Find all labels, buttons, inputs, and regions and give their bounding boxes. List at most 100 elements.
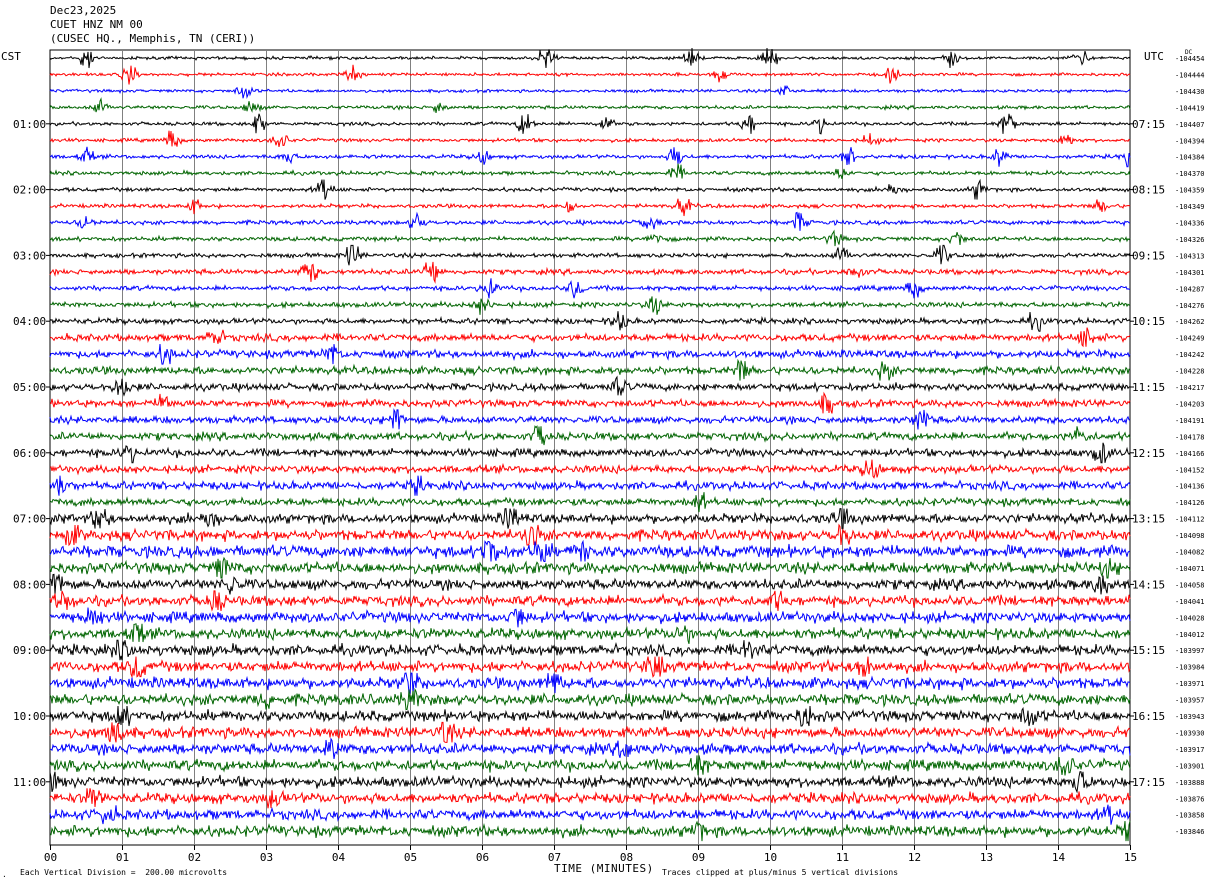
trace-line <box>50 737 1131 759</box>
dc-offset-label: -104136 <box>1175 483 1205 491</box>
x-tick-label: 10 <box>764 851 777 864</box>
dc-label: DC <box>1185 49 1193 56</box>
trace-line <box>49 539 1131 562</box>
utc-hour-label: 17:15 <box>1132 776 1165 789</box>
trace-line <box>49 344 1131 365</box>
x-axis-label: TIME (MINUTES) <box>554 862 654 875</box>
utc-hour-label: 16:15 <box>1132 710 1165 723</box>
trace-line <box>49 804 1131 825</box>
dc-offset-label: -103917 <box>1175 746 1205 754</box>
x-tick-label: 05 <box>404 851 417 864</box>
trace-line <box>49 130 1131 147</box>
x-tick-label: 15 <box>1124 851 1137 864</box>
cst-hour-label: 02:00 <box>13 184 46 197</box>
x-tick-label: 08 <box>620 851 633 864</box>
dc-offset-label: -103901 <box>1175 762 1205 770</box>
trace-line <box>49 607 1131 628</box>
trace-line <box>49 523 1131 547</box>
cst-hour-label: 10:00 <box>13 710 46 723</box>
trace-line <box>50 820 1131 842</box>
dc-offset-label: -103858 <box>1175 812 1205 820</box>
dc-offset-label: -104394 <box>1175 137 1205 145</box>
trace-line <box>49 261 1130 284</box>
dc-offset-label: -104359 <box>1175 187 1205 195</box>
utc-hour-label: 12:15 <box>1132 447 1165 460</box>
dc-offset-label: -104041 <box>1175 598 1205 606</box>
dc-offset-label: -104071 <box>1175 565 1205 573</box>
utc-hour-label: 14:15 <box>1132 578 1165 591</box>
trace-line <box>49 771 1131 794</box>
trace-line <box>49 408 1131 430</box>
trace-line <box>49 656 1131 679</box>
utc-hour-label: 11:15 <box>1132 381 1165 394</box>
plot-frame <box>49 49 1131 846</box>
right-timezone-label: UTC <box>1144 50 1164 63</box>
dc-offset-label: -104301 <box>1175 269 1205 277</box>
trace-line <box>49 639 1131 661</box>
dc-offset-label: -104287 <box>1175 285 1205 293</box>
dc-offset-label: -104178 <box>1175 433 1205 441</box>
dc-offset-label: -104028 <box>1175 614 1205 622</box>
x-tick-label: 13 <box>980 851 993 864</box>
dc-offset-label: -104058 <box>1175 581 1205 589</box>
utc-hour-label: 10:15 <box>1132 315 1165 328</box>
trace-line <box>49 459 1131 479</box>
dc-offset-label: -104217 <box>1175 384 1205 392</box>
dc-offset-label: -104098 <box>1175 532 1205 540</box>
trace-line <box>49 198 1131 217</box>
utc-hour-label: 13:15 <box>1132 513 1165 526</box>
x-tick-label: 11 <box>836 851 849 864</box>
dc-offset-label: -104191 <box>1175 417 1205 425</box>
left-timezone-label: CST <box>1 50 21 63</box>
cst-hour-label: 04:00 <box>13 315 46 328</box>
dc-offset-label: -104082 <box>1175 549 1205 557</box>
x-tick-label: 03 <box>260 851 273 864</box>
trace-line <box>49 211 1131 231</box>
trace-line <box>49 391 1131 414</box>
trace-line <box>49 358 1131 381</box>
station-code: CUET HNZ NM 00 <box>50 18 143 31</box>
dc-offset-label: -104326 <box>1175 236 1205 244</box>
dc-offset-label: -104313 <box>1175 252 1205 260</box>
trace-line <box>49 492 1131 513</box>
cst-hour-label: 01:00 <box>13 118 46 131</box>
trace-line <box>49 508 1131 530</box>
trace-line <box>49 97 1131 113</box>
x-tick-label: 02 <box>188 851 201 864</box>
record-date: Dec23,2025 <box>50 4 117 17</box>
vertical-scale-note: Each Vertical Division = 200.00 microvol… <box>20 868 228 877</box>
dc-offset-label: -104262 <box>1175 318 1205 326</box>
x-tick-label: 06 <box>476 851 489 864</box>
cst-hour-label: 05:00 <box>13 381 46 394</box>
dc-offset-label: -104203 <box>1175 400 1205 408</box>
dc-offset-label: -103888 <box>1175 779 1205 787</box>
trace-line <box>49 755 1131 776</box>
trace-line <box>49 178 1131 200</box>
trace-line <box>49 163 1131 180</box>
trace-line <box>49 375 1131 397</box>
dc-offset-label: -104228 <box>1175 368 1205 376</box>
cst-hour-label: 11:00 <box>13 776 46 789</box>
trace-line <box>49 475 1131 496</box>
corner-mark: . <box>2 870 7 879</box>
dc-offset-label: -104152 <box>1175 466 1205 474</box>
utc-hour-label: 07:15 <box>1132 118 1165 131</box>
dc-offset-label: -103971 <box>1175 680 1205 688</box>
dc-offset-label: -104349 <box>1175 203 1205 211</box>
trace-line <box>49 425 1131 446</box>
cst-hour-label: 07:00 <box>13 513 46 526</box>
dc-offset-label: -104242 <box>1175 351 1205 359</box>
trace-line <box>49 623 1131 644</box>
trace-line <box>49 278 1131 299</box>
dc-offset-label: -104454 <box>1175 55 1205 63</box>
dc-offset-label: -104336 <box>1175 220 1205 228</box>
trace-line <box>49 229 1131 247</box>
dc-offset-label: -104249 <box>1175 335 1205 343</box>
x-tick-label: 01 <box>116 851 129 864</box>
trace-line <box>49 64 1131 85</box>
trace-line <box>49 85 1131 100</box>
dc-offset-label: -103930 <box>1175 729 1205 737</box>
dc-offset-label: -103957 <box>1175 697 1205 705</box>
trace-line <box>49 146 1131 168</box>
dc-offset-label: -104276 <box>1175 302 1205 310</box>
